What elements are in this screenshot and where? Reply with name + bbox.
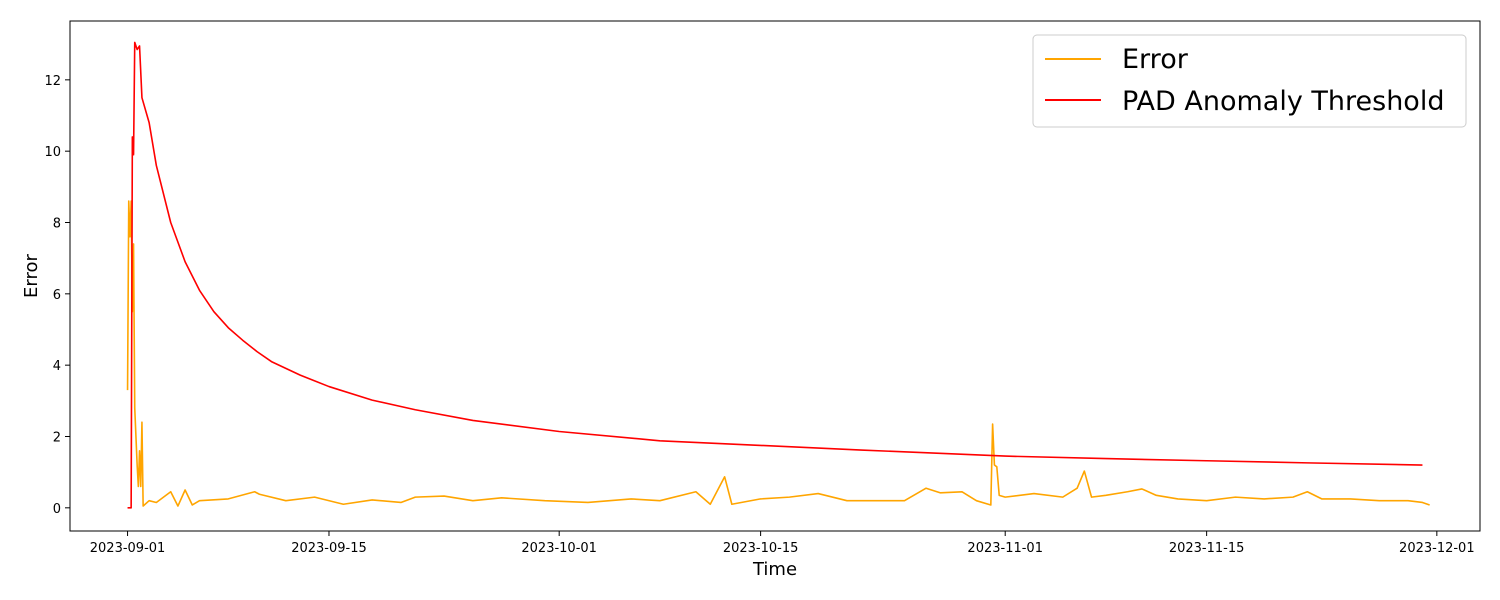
y-tick-label: 4 <box>53 359 61 374</box>
x-tick-label: 2023-09-01 <box>90 541 166 556</box>
legend-label-threshold: PAD Anomaly Threshold <box>1122 86 1444 117</box>
y-tick-label: 12 <box>44 74 61 89</box>
y-tick-label: 8 <box>53 217 61 232</box>
y-tick-label: 0 <box>53 502 61 517</box>
x-axis-ticks: 2023-09-01 2023-09-15 2023-10-01 2023-10-15… <box>90 531 1475 556</box>
y-tick-label: 6 <box>53 288 61 303</box>
series-layer <box>126 41 1430 509</box>
x-tick-label: 2023-11-01 <box>967 541 1043 556</box>
legend-label-error: Error <box>1122 44 1189 75</box>
x-axis-label: Time <box>752 559 797 580</box>
y-axis-label: Error <box>21 253 42 297</box>
legend-box <box>1032 34 1467 128</box>
y-axis-ticks: 0 2 4 6 8 10 12 <box>44 74 70 517</box>
y-tick-label: 2 <box>53 430 61 445</box>
x-tick-label: 2023-10-15 <box>723 541 799 556</box>
x-tick-label: 2023-09-15 <box>291 541 367 556</box>
x-tick-label: 2023-11-15 <box>1169 541 1245 556</box>
series-line-threshold <box>127 41 1423 509</box>
x-tick-label: 2023-10-01 <box>521 541 597 556</box>
x-tick-label: 2023-12-01 <box>1399 541 1475 556</box>
legend: Error PAD Anomaly Threshold <box>1032 34 1467 128</box>
y-tick-label: 10 <box>44 145 61 160</box>
series-line-error <box>126 200 1430 507</box>
